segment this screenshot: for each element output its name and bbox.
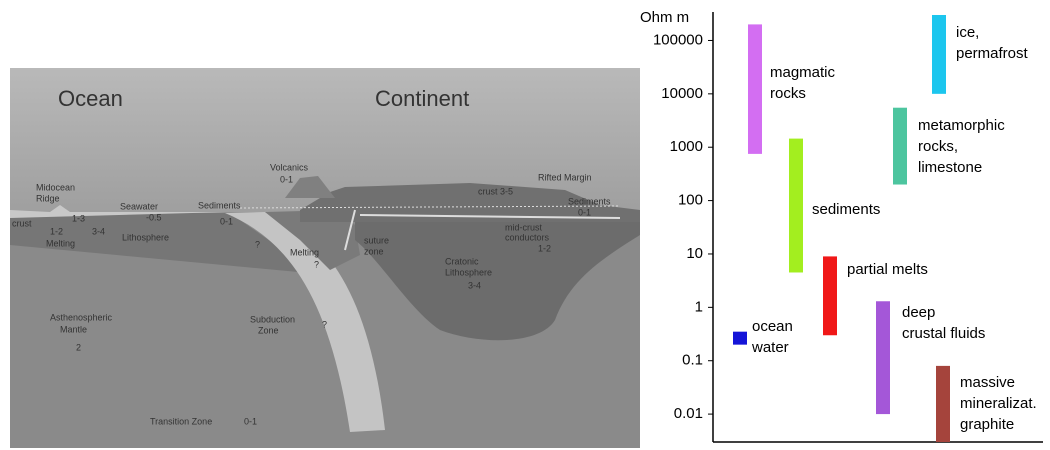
bar-label: water xyxy=(751,339,789,356)
label: 3-4 xyxy=(92,226,105,236)
label: Sediments xyxy=(198,200,241,210)
label: 0-1 xyxy=(220,216,233,226)
label: Volcanics xyxy=(270,162,309,172)
bar-label: rocks xyxy=(770,85,806,102)
bar-label: ocean xyxy=(752,318,793,335)
label: 1-2 xyxy=(50,226,63,236)
label: Zone xyxy=(258,325,279,335)
label: 1-3 xyxy=(72,213,85,223)
bar-label: mineralizat. xyxy=(960,395,1037,412)
range-bar xyxy=(823,256,837,335)
label: Transition Zone xyxy=(150,416,212,426)
label: Cratonic xyxy=(445,256,479,266)
label: Midocean xyxy=(36,182,75,192)
y-tick-label: 1000 xyxy=(670,138,703,155)
cross-section-diagram: Ocean Continent Midocean Ridge crust 1-3… xyxy=(0,0,650,450)
label: Rifted Margin xyxy=(538,172,592,182)
label: Melting xyxy=(290,247,319,257)
bar-label: massive xyxy=(960,374,1015,391)
label: 0-1 xyxy=(578,207,591,217)
y-tick-label: 10 xyxy=(686,245,703,262)
label: 3-4 xyxy=(468,280,481,290)
bar-label: magmatic xyxy=(770,64,836,81)
bar-label: limestone xyxy=(918,159,982,176)
range-bar xyxy=(876,301,890,414)
range-bar xyxy=(932,15,946,94)
page: {"diagram": {"labels": ["Ocean", "Contin… xyxy=(0,0,1050,450)
range-bar xyxy=(893,108,907,185)
bar-label: sediments xyxy=(812,201,880,218)
label: crust xyxy=(12,218,32,228)
label: ? xyxy=(255,239,260,249)
y-tick-label: 0.01 xyxy=(674,405,703,422)
label: 0-1 xyxy=(280,174,293,184)
label: 1-2 xyxy=(538,243,551,253)
range-bar xyxy=(789,139,803,273)
label: mid-crust xyxy=(505,222,543,232)
label: Subduction xyxy=(250,314,295,324)
label: suture xyxy=(364,235,389,245)
label: Seawater xyxy=(120,201,158,211)
label: crust 3-5 xyxy=(478,186,513,196)
y-tick-label: 0.1 xyxy=(682,352,703,369)
label: zone xyxy=(364,246,384,256)
bar-label: graphite xyxy=(960,416,1014,433)
label: Lithosphere xyxy=(122,232,169,242)
range-bar xyxy=(733,332,747,345)
range-bar xyxy=(936,366,950,442)
bar-label: crustal fluids xyxy=(902,325,985,342)
y-tick-label: 10000 xyxy=(661,85,703,102)
label: Ocean xyxy=(58,86,123,111)
label: ? xyxy=(314,259,319,269)
label: Continent xyxy=(375,86,469,111)
bar-label: partial melts xyxy=(847,261,928,278)
label: 2 xyxy=(76,342,81,352)
range-bar xyxy=(748,24,762,153)
bar-label: ice, xyxy=(956,24,979,41)
label: ? xyxy=(322,319,327,329)
label: conductors xyxy=(505,232,550,242)
label: Mantle xyxy=(60,324,87,334)
y-tick-label: 100000 xyxy=(653,31,703,48)
y-tick-label: 100 xyxy=(678,192,703,209)
bar-label: permafrost xyxy=(956,45,1029,62)
label: 0-1 xyxy=(244,416,257,426)
label: Melting xyxy=(46,238,75,248)
label: Asthenospheric xyxy=(50,312,113,322)
bar-label: deep xyxy=(902,304,935,321)
bar-label: metamorphic xyxy=(918,117,1005,134)
label: -0.5 xyxy=(146,212,162,222)
y-tick-label: 1 xyxy=(695,298,703,315)
bar-label: rocks, xyxy=(918,138,958,155)
label: Sediments xyxy=(568,196,611,206)
label: Ridge xyxy=(36,193,60,203)
label: Lithosphere xyxy=(445,267,492,277)
